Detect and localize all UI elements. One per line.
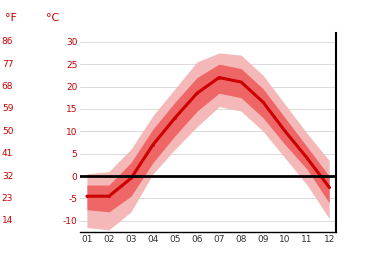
Text: 68: 68 xyxy=(2,82,14,91)
Text: °F: °F xyxy=(5,13,18,23)
Text: 77: 77 xyxy=(2,60,14,69)
Text: 50: 50 xyxy=(2,127,14,136)
Text: 41: 41 xyxy=(2,149,13,158)
Text: 59: 59 xyxy=(2,104,14,113)
Text: 32: 32 xyxy=(2,171,13,180)
Text: °C: °C xyxy=(46,13,59,23)
Text: 14: 14 xyxy=(2,216,13,225)
Text: 86: 86 xyxy=(2,37,14,46)
Text: 23: 23 xyxy=(2,194,13,203)
